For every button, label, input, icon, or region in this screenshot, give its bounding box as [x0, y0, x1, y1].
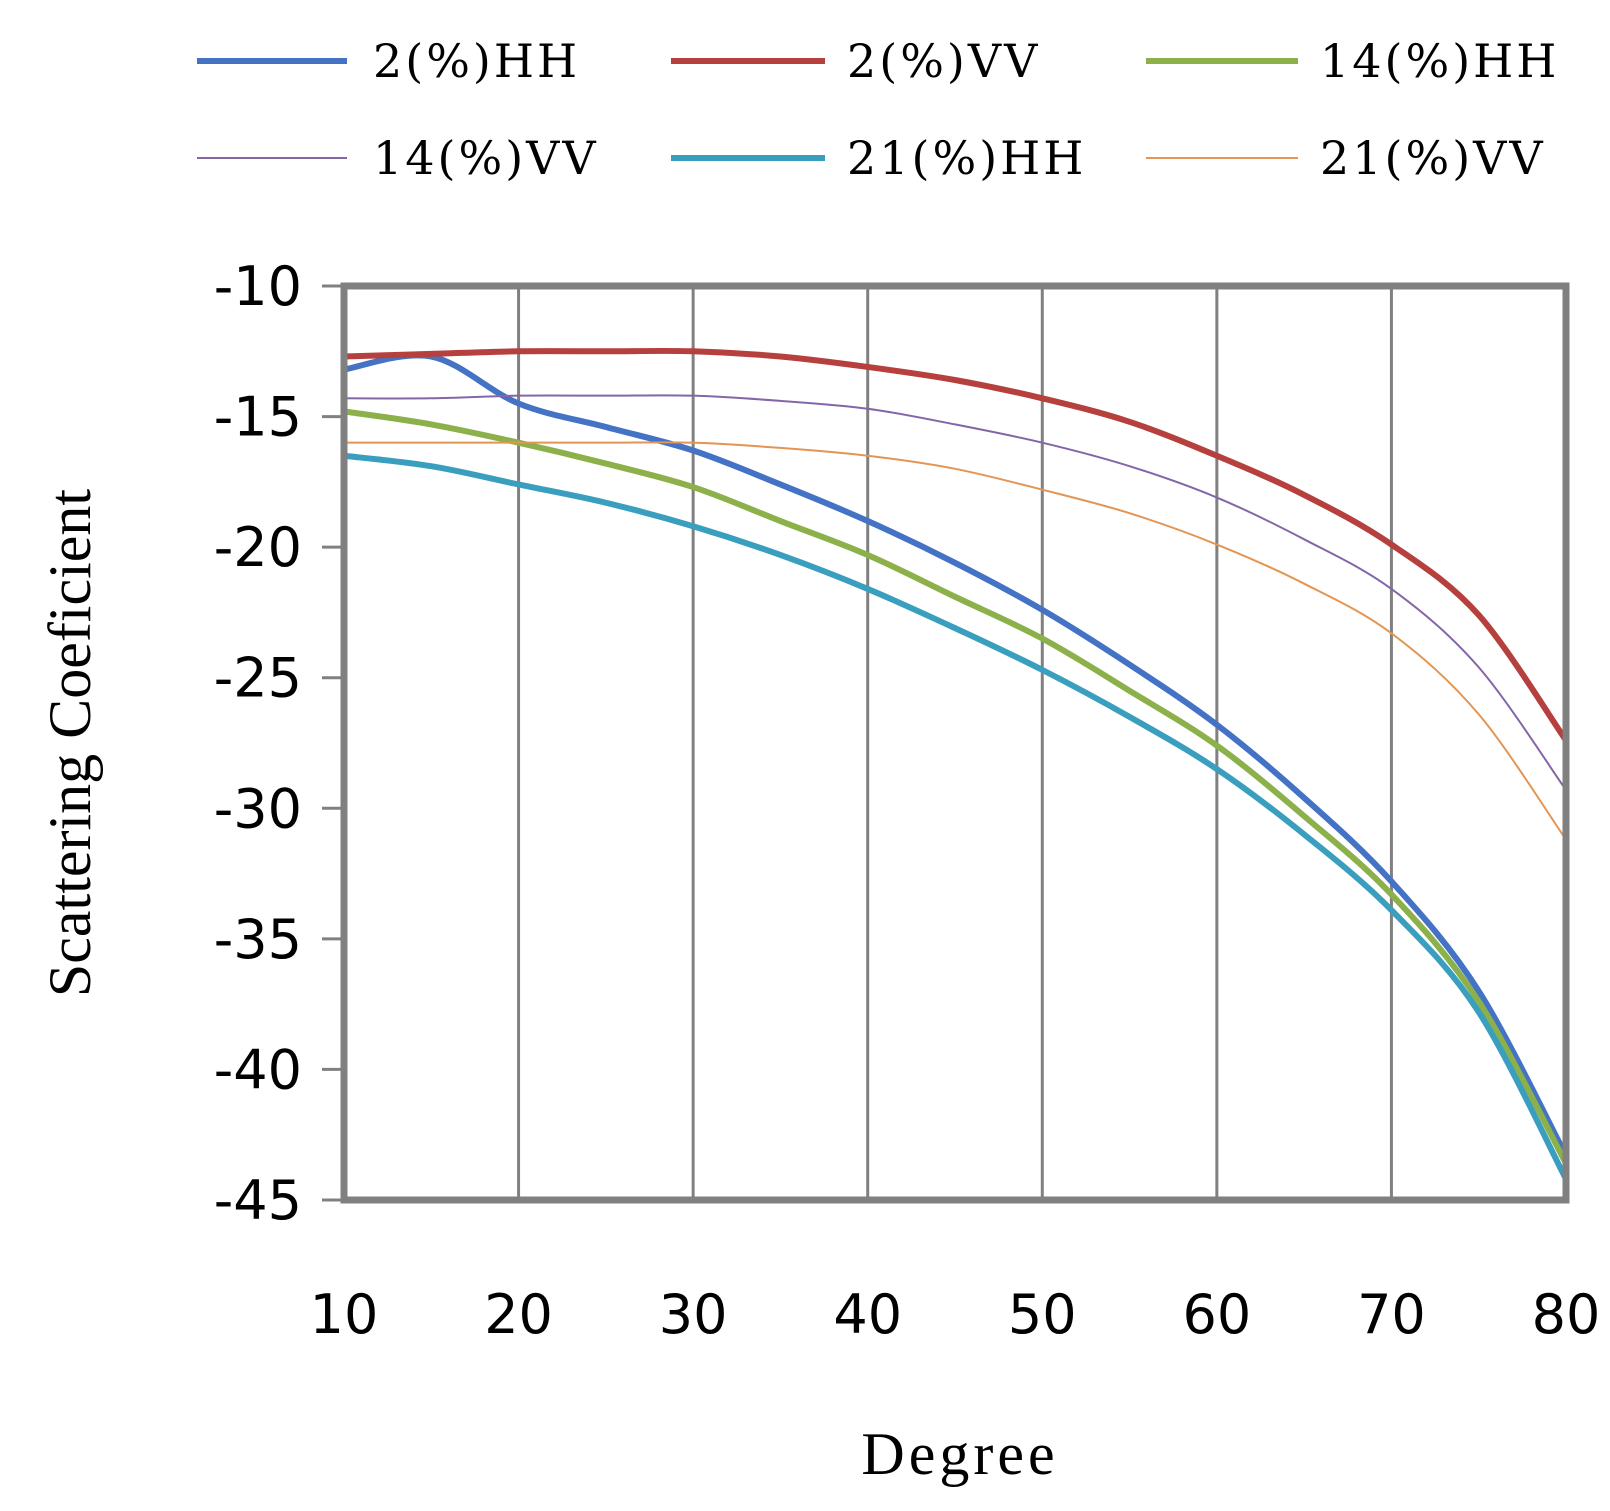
- y-tick-label: -35: [214, 908, 302, 971]
- y-tick-label: -20: [214, 516, 302, 579]
- y-tick-label: -15: [214, 386, 302, 449]
- x-tick-label: 80: [1532, 1283, 1601, 1346]
- series-line-0: [341, 352, 1569, 1159]
- legend: 2(%)HH 2(%)VV 14(%)HH 14(%)VV 21(%)HH 21(%)VV: [197, 34, 1559, 185]
- legend-item: 21(%)HH: [671, 131, 1086, 185]
- x-tick-label: 50: [1008, 1283, 1077, 1346]
- y-tick-label: -25: [214, 647, 302, 710]
- x-tick-label: 70: [1357, 1283, 1426, 1346]
- legend-label: 14(%)HH: [1320, 34, 1559, 88]
- x-tick-label: 60: [1182, 1283, 1251, 1346]
- legend-label: 21(%)HH: [847, 131, 1086, 185]
- legend-item: 21(%)VV: [1146, 131, 1546, 185]
- y-axis-title: Scattering Coeficient: [37, 489, 103, 997]
- y-tick-label: -30: [214, 777, 302, 840]
- y-axis-ticks: -10 -15 -20 -25 -30 -35 -40 -45: [214, 255, 344, 1232]
- series-lines: [341, 347, 1569, 1183]
- legend-label: 2(%)HH: [373, 34, 580, 88]
- grid-lines: [517, 286, 1393, 1200]
- x-axis-title: Degree: [861, 1421, 1058, 1487]
- x-tick-label: 20: [484, 1283, 553, 1346]
- y-tick-label: -10: [214, 255, 302, 318]
- legend-item: 2(%)VV: [671, 34, 1040, 88]
- legend-label: 14(%)VV: [373, 131, 599, 185]
- legend-item: 14(%)VV: [197, 131, 599, 185]
- x-tick-label: 30: [659, 1283, 728, 1346]
- plot-area-frame: [340, 282, 1570, 1204]
- legend-item: 2(%)HH: [197, 34, 580, 88]
- series-line-5: [343, 441, 1567, 841]
- y-tick-label: -40: [214, 1038, 302, 1101]
- y-tick-label: -45: [214, 1169, 302, 1232]
- x-axis-ticks: 10 20 30 40 50 60 70 80: [310, 1283, 1601, 1346]
- x-tick-label: 40: [833, 1283, 902, 1346]
- legend-label: 21(%)VV: [1320, 131, 1546, 185]
- series-line-4: [341, 452, 1569, 1183]
- series-line-2: [341, 408, 1569, 1167]
- legend-item: 14(%)HH: [1146, 34, 1559, 88]
- series-line-3: [343, 394, 1567, 792]
- x-tick-label: 10: [310, 1283, 379, 1346]
- series-line-1: [341, 347, 1569, 744]
- legend-label: 2(%)VV: [847, 34, 1040, 88]
